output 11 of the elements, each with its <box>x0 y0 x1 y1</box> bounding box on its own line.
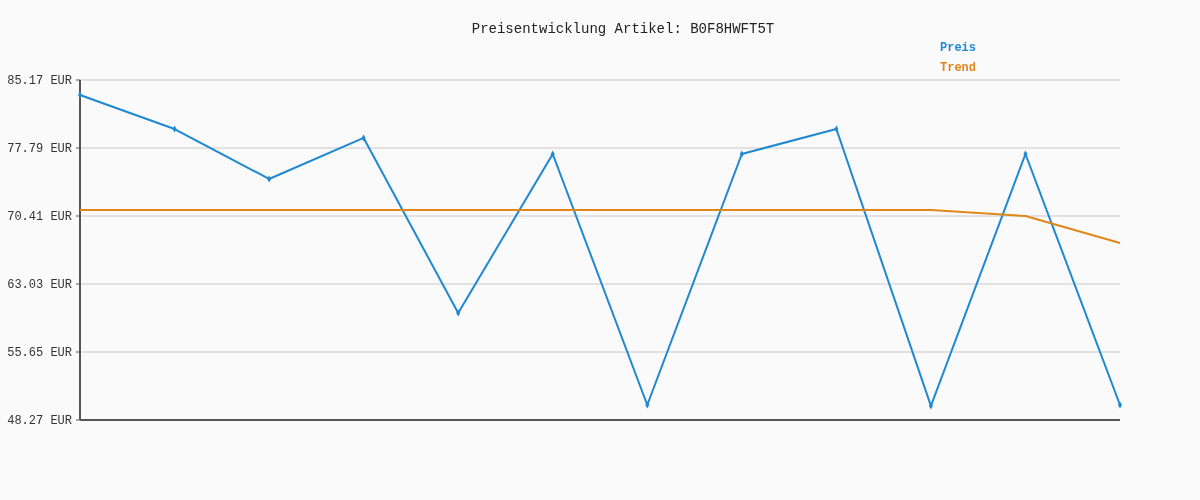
text: Preis <box>940 41 977 55</box>
y-tick-label: 63.03 EUR <box>7 278 72 293</box>
y-tick-label: 85.17 EUR <box>7 74 72 89</box>
chart-title: Preisentwicklung Artikel: B0F8HWFT5T <box>471 21 775 37</box>
y-tick-label: 70.41 EUR <box>7 210 72 225</box>
y-tick-label: 77.79 EUR <box>7 142 72 157</box>
text: Trend <box>940 61 977 75</box>
y-tick-label: 55.65 EUR <box>7 346 72 361</box>
point <box>77 91 83 99</box>
y-tick-label: 48.27 EUR <box>7 414 72 429</box>
point <box>1117 401 1123 409</box>
